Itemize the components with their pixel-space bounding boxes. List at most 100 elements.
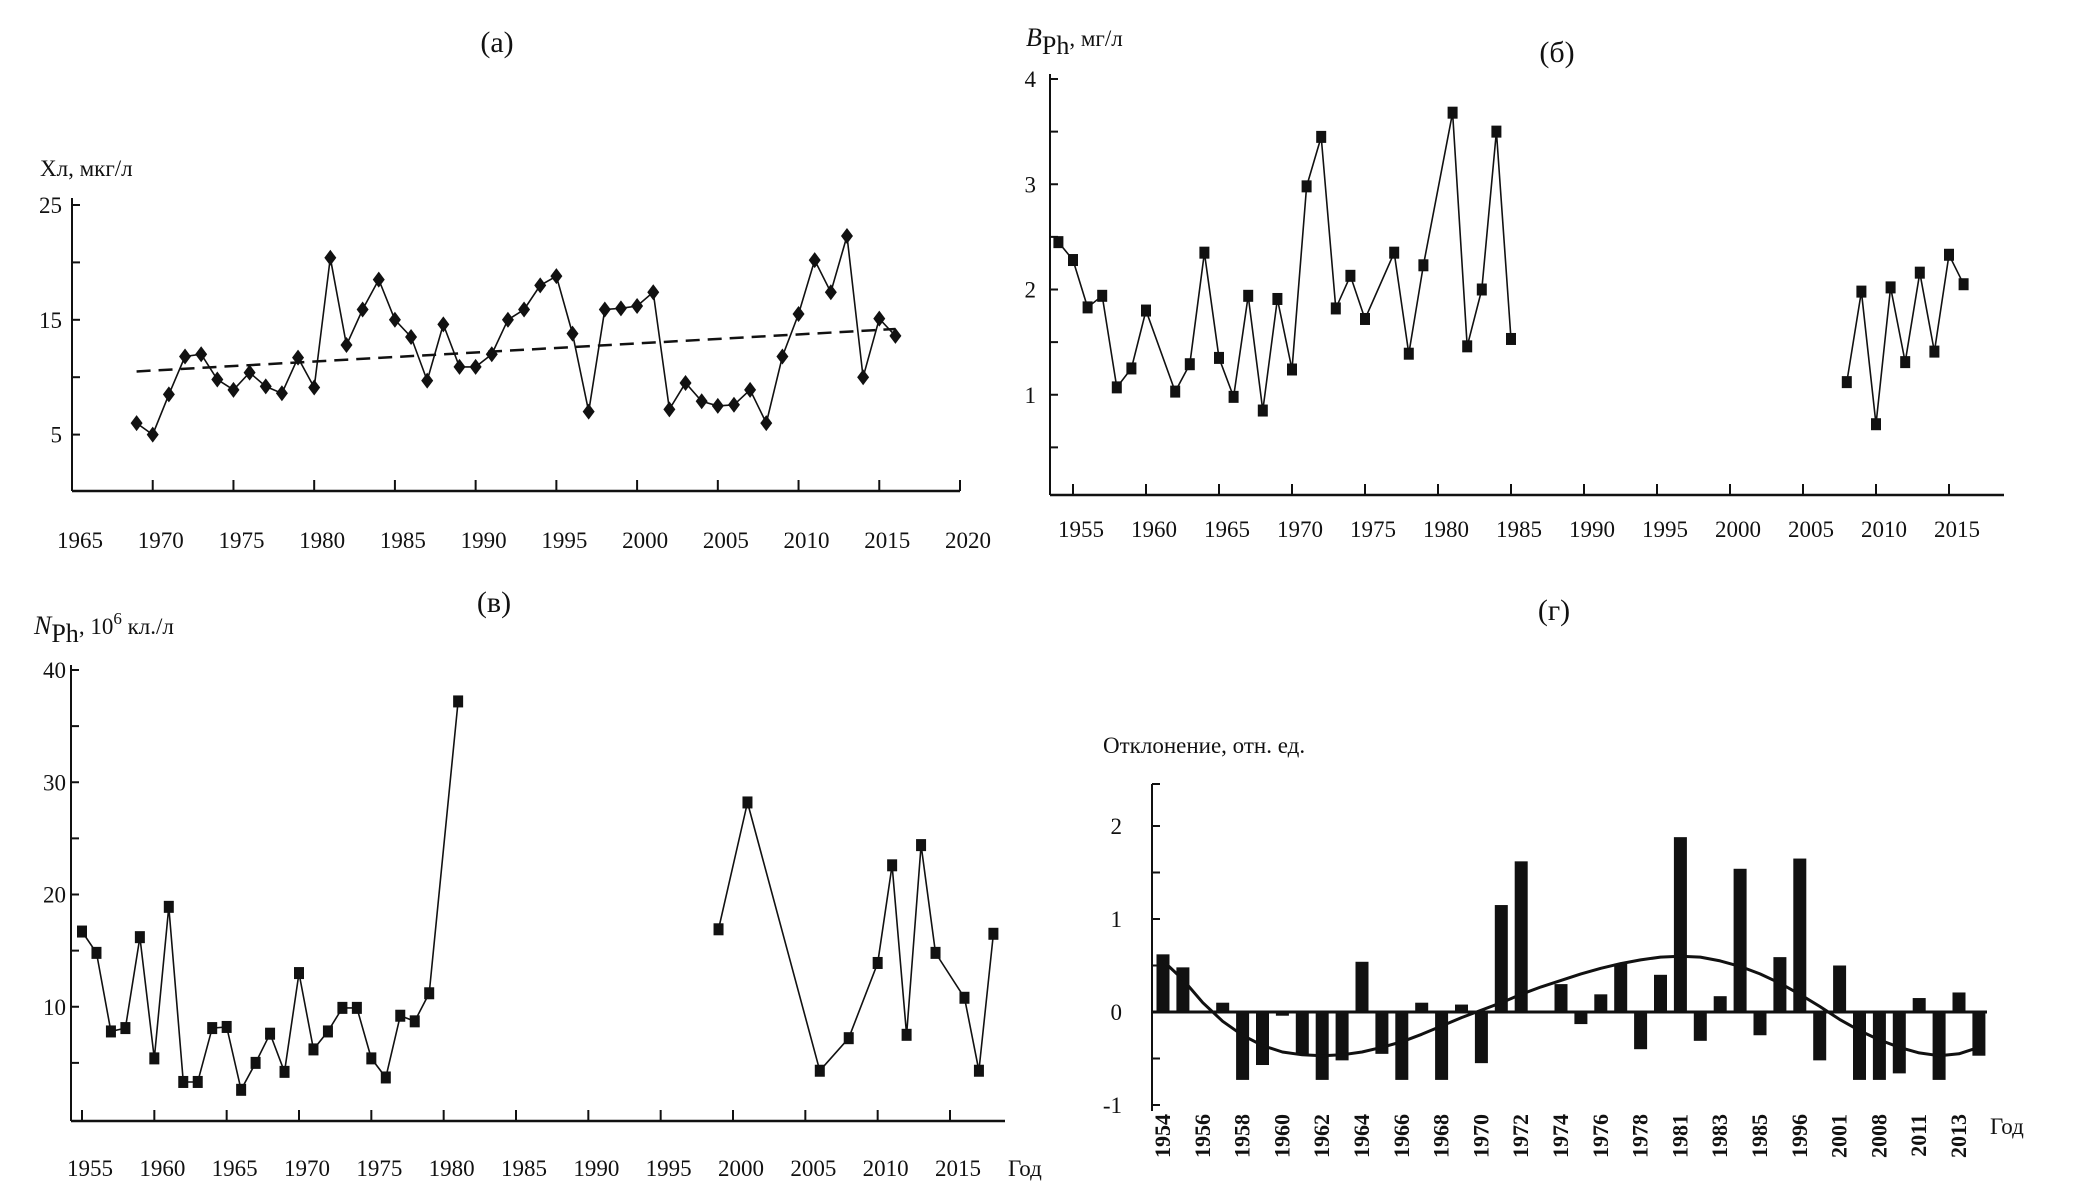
x-tick-label: 1962 [1309, 1114, 1334, 1158]
data-point-diamond [195, 346, 208, 363]
data-point-diamond [840, 227, 853, 244]
x-tick-label: 2008 [1866, 1114, 1891, 1158]
x-tick-label: 1965 [1204, 517, 1250, 542]
x-tick-label: 1980 [1423, 517, 1469, 542]
data-point-square [1272, 292, 1283, 305]
bar [1335, 1012, 1349, 1061]
data-point-square [1082, 301, 1093, 314]
bar [1395, 1012, 1409, 1080]
data-point-square [366, 1052, 377, 1065]
bar [1494, 905, 1508, 1012]
data-point-square [207, 1022, 218, 1035]
x-tick-label: 1978 [1628, 1114, 1653, 1158]
data-point-diamond [292, 349, 305, 366]
data-point-diamond [405, 329, 418, 346]
x-tick-label: 1960 [1131, 517, 1177, 542]
chart-panel-b: (б) BPh, мг/л 1 2 3 4 1955 1960 1965 1970 1975 1980… [1025, 23, 2004, 542]
bar [1872, 1012, 1886, 1080]
bar [1216, 1002, 1230, 1012]
x-tick-label: 1965 [57, 528, 103, 553]
data-point-square [1126, 362, 1137, 375]
data-point-square [988, 927, 999, 940]
data-point-square [1403, 347, 1414, 360]
x-tick-label: 2000 [718, 1156, 764, 1181]
bar [1932, 1012, 1946, 1080]
x-tick-label: 1990 [1569, 517, 1615, 542]
data-point-diamond [582, 403, 595, 420]
x-tick-label: 1985 [380, 528, 426, 553]
bar [1853, 1012, 1866, 1080]
data-point-square [77, 925, 87, 938]
data-point-square [1330, 302, 1341, 315]
data-point-square [1053, 236, 1064, 249]
trend-line [136, 327, 896, 373]
data-point-square [1389, 246, 1400, 259]
data-point-square [1462, 340, 1473, 353]
x-tick-label: 1985 [501, 1156, 547, 1181]
y-tick-label: 1 [1111, 907, 1123, 932]
chart-panel-g: (г) Отклонение, отн. ед. -1 0 1 2 1954 1956 1958… [1103, 594, 2024, 1158]
panel-title: (в) [477, 586, 511, 619]
x-tick-label: 1970 [1468, 1114, 1493, 1158]
x-axis-label: Год [1990, 1114, 2024, 1139]
data-point-square [1447, 106, 1458, 119]
data-point-diamond [889, 327, 902, 344]
data-point-diamond [566, 325, 579, 342]
data-point-square [973, 1064, 984, 1077]
data-point-diamond [340, 337, 353, 354]
bar [1236, 1012, 1250, 1080]
bar [1693, 1012, 1707, 1041]
bar [1713, 996, 1727, 1012]
data-point-square [1506, 332, 1516, 345]
data-point-diamond [130, 415, 143, 432]
x-tick-label: 2015 [864, 528, 910, 553]
bar [1634, 1012, 1648, 1050]
data-point-square [1228, 390, 1239, 403]
data-point-square [1345, 269, 1356, 282]
bar [1793, 858, 1807, 1012]
data-point-square [916, 839, 927, 852]
bar [1614, 963, 1628, 1012]
data-point-diamond [873, 310, 886, 327]
bar [1594, 994, 1608, 1012]
x-tick-label: 2020 [945, 528, 991, 553]
x-tick-label: 2015 [1934, 517, 1980, 542]
x-tick-label: 1985 [1747, 1114, 1772, 1158]
x-tick-label: 1965 [212, 1156, 258, 1181]
data-point-square [742, 796, 753, 809]
data-point-diamond [857, 369, 870, 386]
data-point-square [1199, 246, 1210, 259]
x-tick-label: 2010 [863, 1156, 909, 1181]
bar [1554, 984, 1568, 1012]
data-point-square [322, 1025, 333, 1038]
x-tick-label: 1964 [1349, 1114, 1374, 1158]
data-point-square [930, 946, 941, 959]
x-tick-label: 1955 [1058, 517, 1104, 542]
x-tick-label: 1975 [356, 1156, 402, 1181]
data-point-square [872, 956, 883, 969]
y-axis-label-symbol: N [33, 611, 53, 640]
x-tick-label: 1983 [1707, 1114, 1732, 1158]
data-point-diamond [695, 393, 708, 410]
data-point-diamond [275, 385, 288, 402]
data-point-square [1841, 376, 1852, 389]
data-point-square [1900, 356, 1911, 369]
fit-curve [1161, 954, 1980, 1058]
y-tick-label: 15 [39, 308, 62, 333]
x-tick-label: 2005 [1788, 517, 1834, 542]
bar [1892, 1012, 1906, 1074]
y-axis-label-unit: , мг/л [1069, 26, 1122, 51]
data-point-diamond [356, 301, 369, 318]
data-point-diamond [744, 381, 757, 398]
y-axis-label: BPh, мг/л [1026, 23, 1123, 60]
y-axis-label-subscript: Ph [1042, 31, 1069, 60]
y-axis-label-text: Хл, мкг/л [40, 156, 133, 181]
y-tick-label: 10 [43, 995, 66, 1020]
chart-panel-v: (в) NPh, 106 кл./л 10 20 30 40 1955 1960 1965 197… [33, 586, 1042, 1181]
data-point-square [1360, 312, 1370, 325]
data-point-square [1184, 358, 1195, 371]
bar [1156, 954, 1170, 1012]
data-point-diamond [146, 426, 159, 443]
data-point-square [814, 1064, 825, 1077]
